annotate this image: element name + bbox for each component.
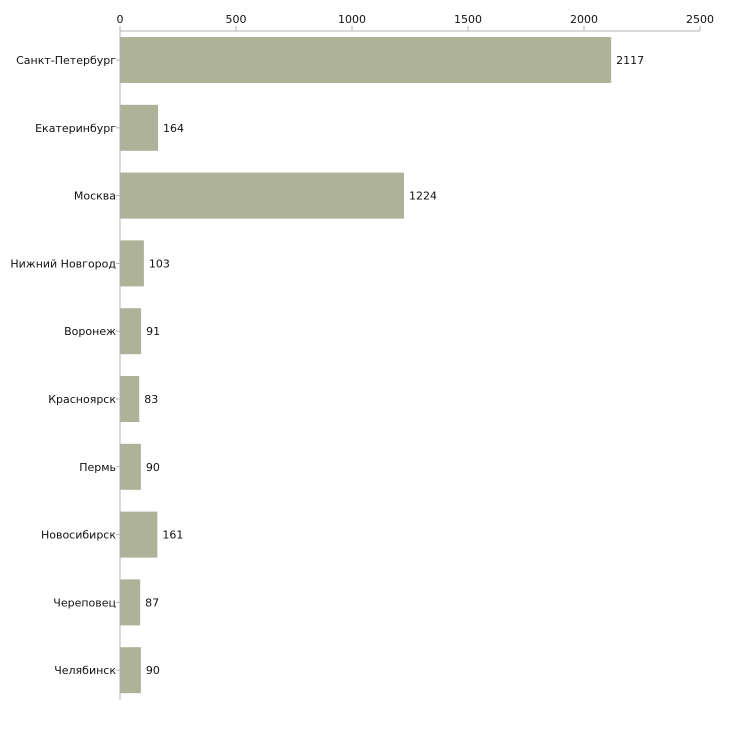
category-label: Челябинск bbox=[54, 664, 116, 677]
x-tick-label: 2500 bbox=[686, 13, 714, 26]
bars bbox=[120, 37, 612, 694]
bar bbox=[120, 511, 158, 558]
value-label: 83 bbox=[144, 393, 158, 406]
bar bbox=[120, 172, 404, 219]
category-label: Москва bbox=[74, 190, 116, 203]
value-label: 161 bbox=[162, 529, 183, 542]
category-label: Красноярск bbox=[48, 393, 116, 406]
bar bbox=[120, 104, 159, 151]
category-label: Нижний Новгород bbox=[10, 257, 116, 270]
value-label: 103 bbox=[149, 257, 170, 270]
bar bbox=[120, 376, 140, 422]
x-tick-label: 0 bbox=[117, 13, 124, 26]
bar bbox=[120, 37, 612, 83]
value-label: 91 bbox=[146, 325, 160, 338]
bar bbox=[120, 308, 142, 355]
category-labels: Санкт-Петербург Екатеринбург Москва Нижний … bbox=[10, 54, 116, 677]
category-label: Череповец bbox=[53, 596, 116, 609]
category-label: Пермь bbox=[79, 461, 116, 474]
value-label: 1224 bbox=[409, 190, 437, 203]
value-label: 2117 bbox=[616, 54, 644, 67]
bar bbox=[120, 579, 141, 626]
bar bbox=[120, 240, 144, 287]
bar bbox=[120, 647, 141, 694]
value-labels: 2117 164 1224 103 91 83 90 161 87 90 bbox=[144, 54, 644, 677]
category-label: Новосибирск bbox=[41, 529, 116, 542]
x-tick-label: 1000 bbox=[338, 13, 366, 26]
bar bbox=[120, 443, 141, 490]
value-label: 87 bbox=[145, 596, 159, 609]
category-label: Воронеж bbox=[64, 325, 116, 338]
x-tick-label: 2000 bbox=[570, 13, 598, 26]
category-label: Санкт-Петербург bbox=[16, 54, 116, 67]
value-label: 90 bbox=[146, 461, 160, 474]
category-label: Екатеринбург bbox=[35, 122, 116, 135]
value-label: 90 bbox=[146, 664, 160, 677]
x-axis: 0 500 1000 1500 2000 2500 bbox=[116, 13, 714, 700]
value-label: 164 bbox=[163, 122, 184, 135]
x-tick-label: 1500 bbox=[454, 13, 482, 26]
x-tick-label: 500 bbox=[226, 13, 247, 26]
